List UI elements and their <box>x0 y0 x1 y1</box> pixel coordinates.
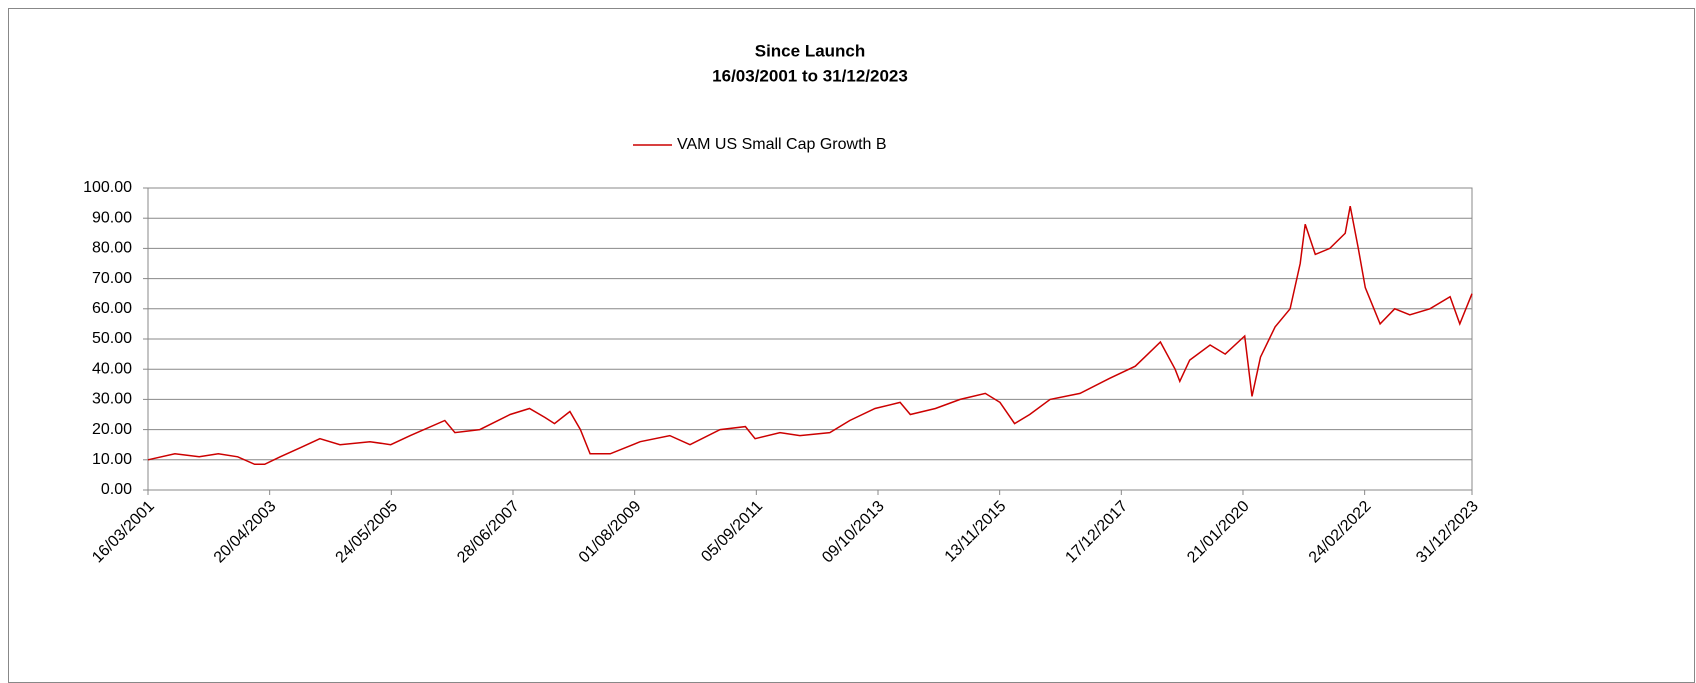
y-tick-label: 0.00 <box>101 481 132 498</box>
y-tick-label: 70.00 <box>92 270 132 287</box>
chart-frame <box>8 8 1695 683</box>
plot-frame <box>147 187 1473 491</box>
y-tick-label: 80.00 <box>92 240 132 257</box>
y-tick-label: 10.00 <box>92 451 132 468</box>
legend-label: VAM US Small Cap Growth B <box>677 136 887 153</box>
chart-subtitle: 16/03/2001 to 31/12/2023 <box>712 66 908 85</box>
y-tick-label: 60.00 <box>92 300 132 317</box>
y-tick-label: 30.00 <box>92 391 132 408</box>
y-tick-label: 90.00 <box>92 209 132 226</box>
y-tick-label: 50.00 <box>92 330 132 347</box>
y-tick-label: 20.00 <box>92 421 132 438</box>
series-line <box>147 205 1473 466</box>
chart-title: Since Launch <box>755 41 866 60</box>
y-tick-label: 40.00 <box>92 360 132 377</box>
y-tick-label: 100.00 <box>83 179 132 196</box>
